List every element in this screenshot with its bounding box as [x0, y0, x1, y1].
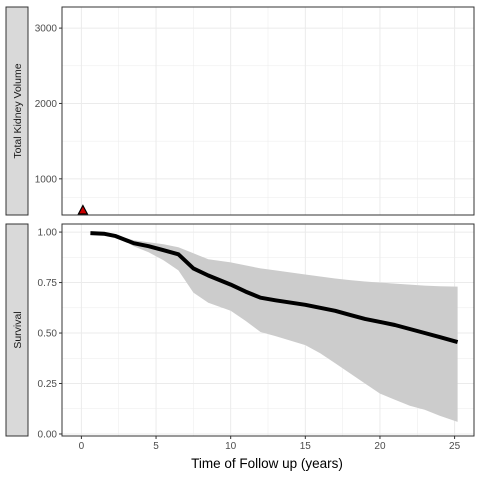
- confidence-band: [90, 233, 458, 422]
- x-tick-label: 10: [225, 441, 237, 452]
- survival-line: [90, 231, 459, 345]
- y-tick-label: 3000: [35, 24, 58, 35]
- survival-panel: Survival 0.00 0.25 0.50 0.75 1.00 0 5 10 15 20 25: [5, 223, 475, 452]
- panel-border: [61, 6, 475, 216]
- x-tick-label: 0: [79, 441, 85, 452]
- y-tick-label: 0.75: [38, 278, 58, 289]
- y-tick-label: 1.00: [38, 228, 58, 239]
- x-tick-label: 20: [374, 441, 386, 452]
- x-tick-label: 15: [300, 441, 312, 452]
- strip-background: [5, 6, 29, 216]
- y-tick-label: 0.25: [38, 379, 58, 390]
- x-axis-title: Time of Follow up (years): [191, 456, 343, 471]
- y-tick-label: 2000: [35, 99, 58, 110]
- strip-label: Total Kidney Volume: [12, 63, 24, 158]
- strip-label: Survival: [12, 311, 24, 348]
- x-tick-label: 5: [153, 441, 159, 452]
- strip-background: [5, 223, 29, 437]
- tkv-panel: Total Kidney Volume 1000 2000 3000: [5, 6, 475, 216]
- y-tick-label: 0.00: [38, 429, 58, 440]
- y-tick-label: 1000: [35, 174, 58, 185]
- x-tick-label: 25: [449, 441, 461, 452]
- y-tick-label: 0.50: [38, 329, 58, 340]
- panel-border: [61, 223, 475, 437]
- data-point: [77, 204, 89, 215]
